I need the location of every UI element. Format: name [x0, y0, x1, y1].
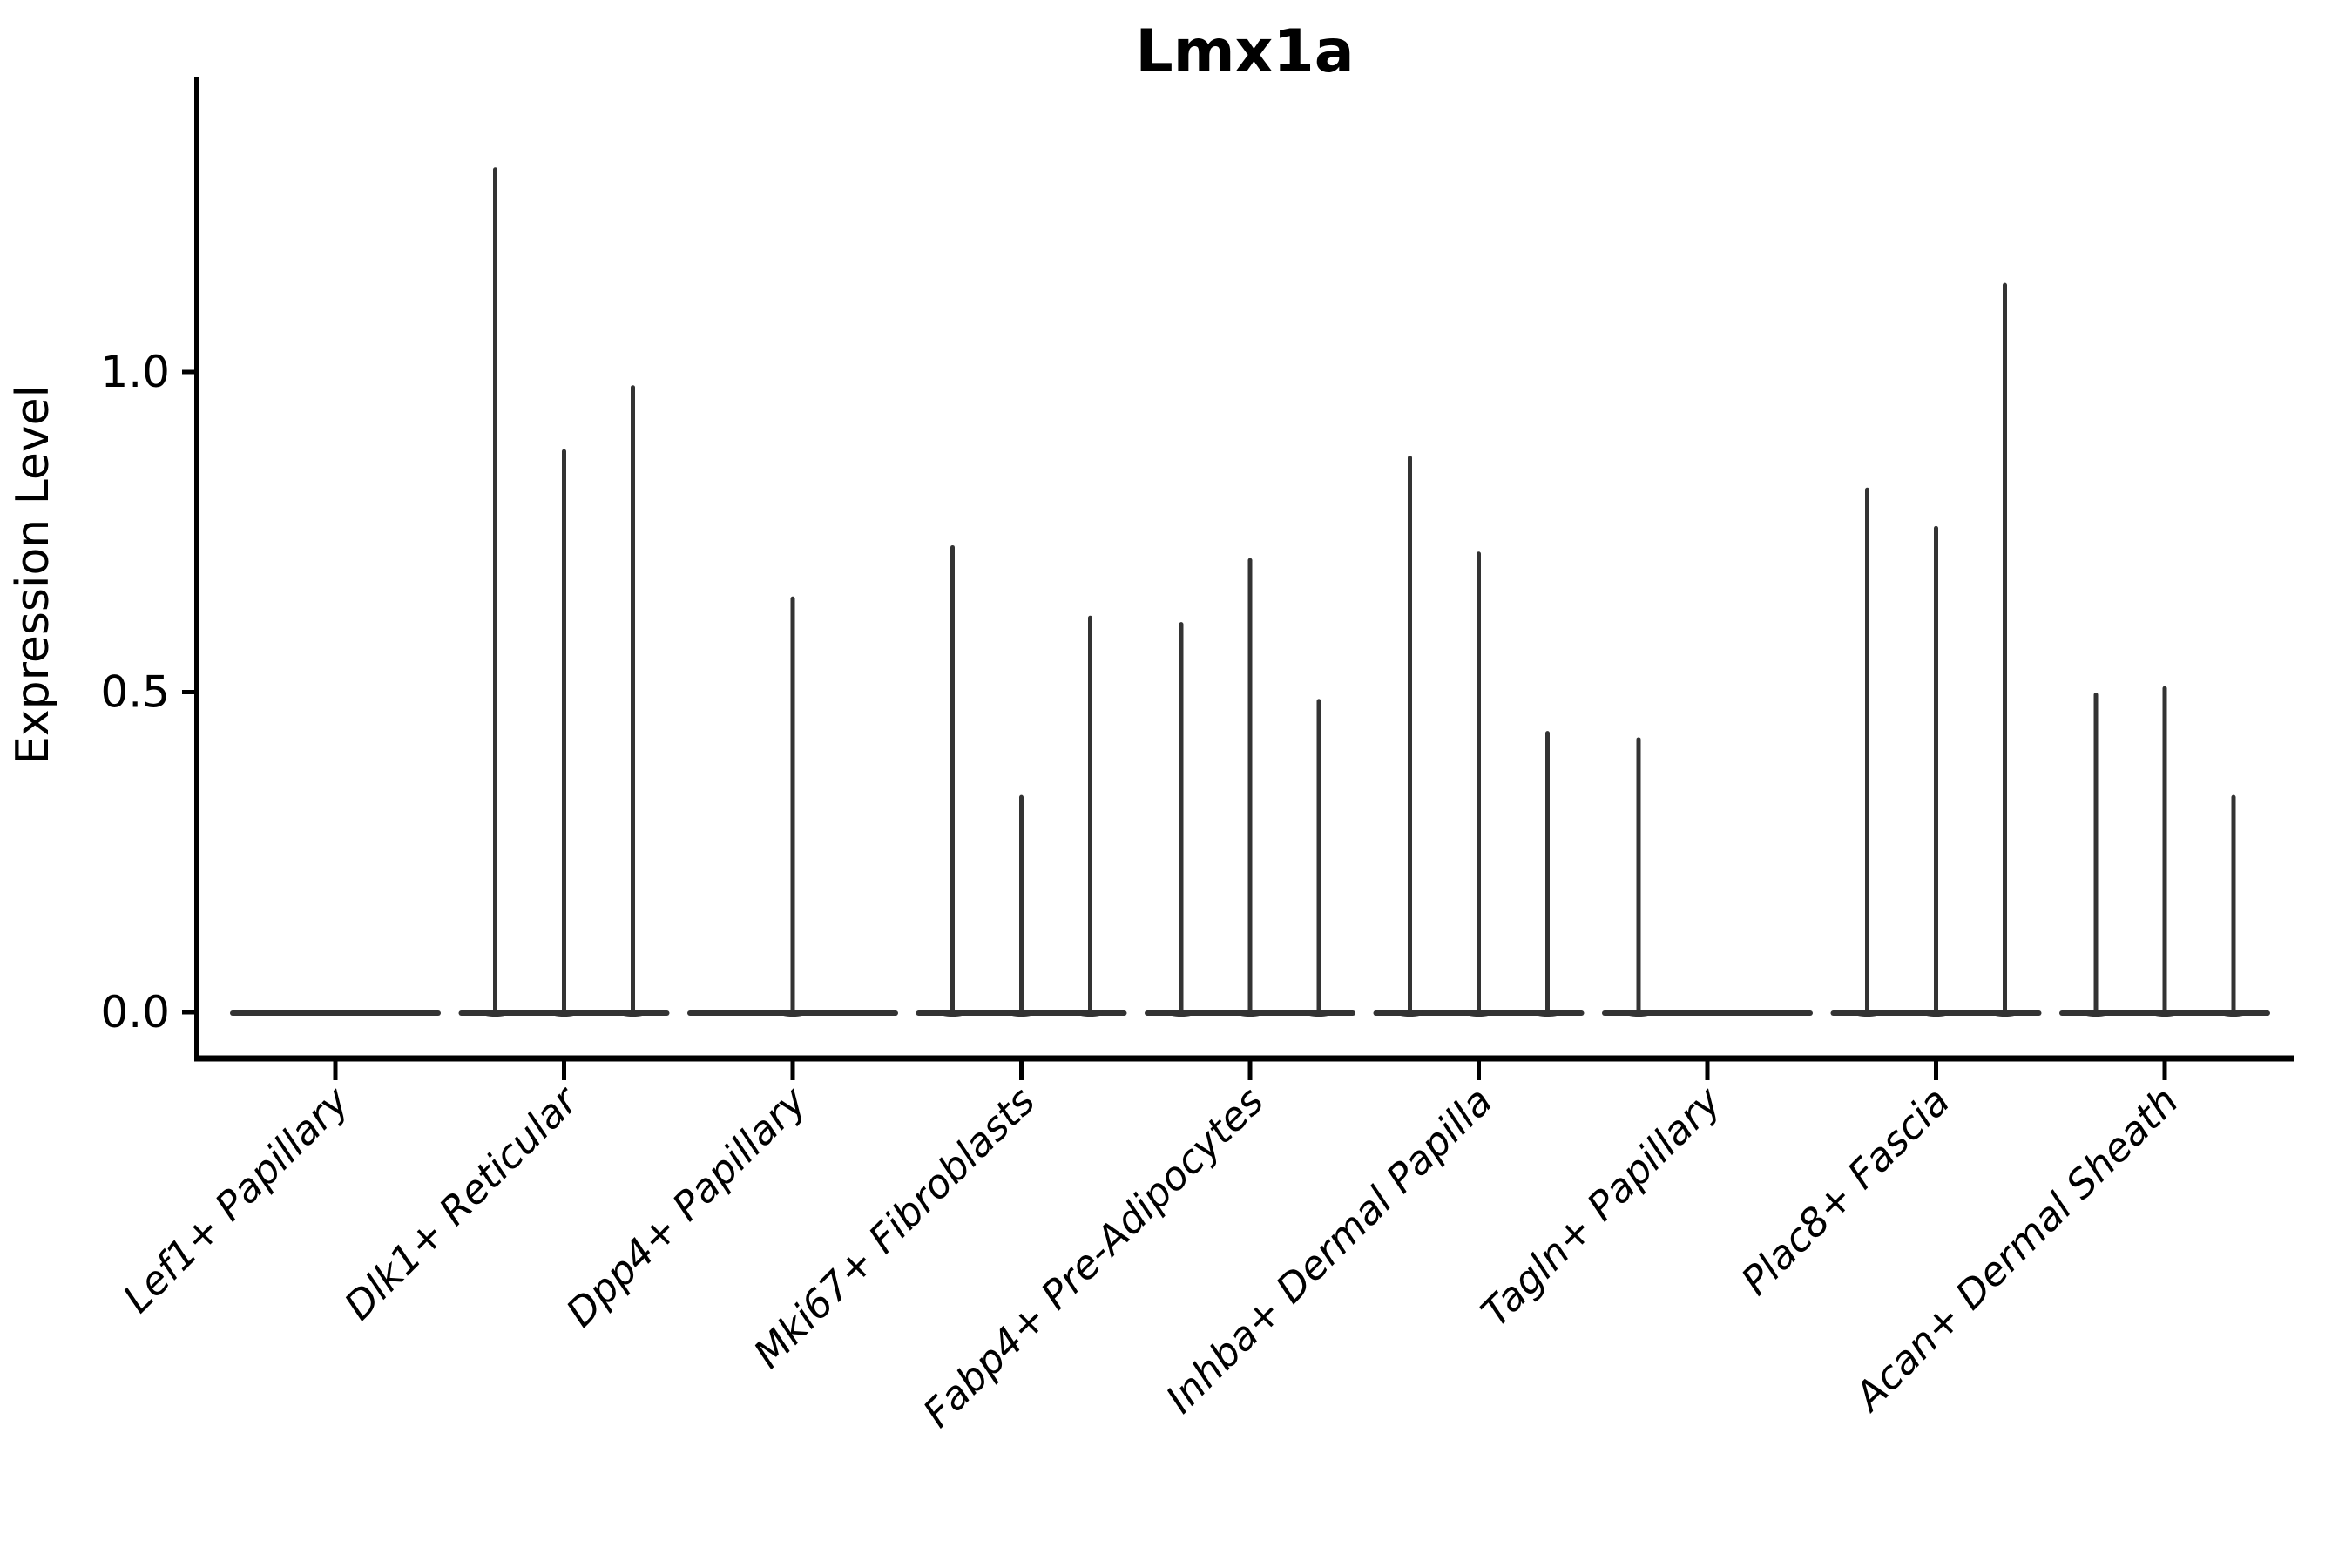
x-tick-label: Dlk1+ Reticular [335, 1077, 588, 1329]
violin [230, 1010, 441, 1016]
y-axis-label: Expression Level [7, 385, 59, 765]
violin [1602, 737, 1813, 1017]
violin [1373, 456, 1585, 1017]
x-tick-label: Plac8+ Fascia [1733, 1078, 1959, 1304]
y-tick-label: 0.0 [100, 987, 170, 1037]
violin [916, 544, 1127, 1017]
y-tick-label: 1.0 [100, 347, 170, 397]
violin-zero-base [230, 1010, 441, 1016]
violin-zero-base [1602, 1010, 1813, 1016]
violin [2059, 686, 2270, 1017]
plot-title: Lmx1a [1135, 17, 1354, 86]
violin [1145, 558, 1355, 1017]
violins-layer [230, 167, 2270, 1017]
violin [687, 596, 898, 1017]
x-tick-label: Dpp4+ Papillary [558, 1077, 816, 1335]
y-tick-label: 0.5 [100, 667, 170, 718]
x-tick-label: Tagln+ Papillary [1472, 1077, 1731, 1335]
violin [458, 167, 670, 1017]
violin [1830, 282, 2042, 1017]
x-tick-label: Lef1+ Papillary [114, 1077, 359, 1321]
